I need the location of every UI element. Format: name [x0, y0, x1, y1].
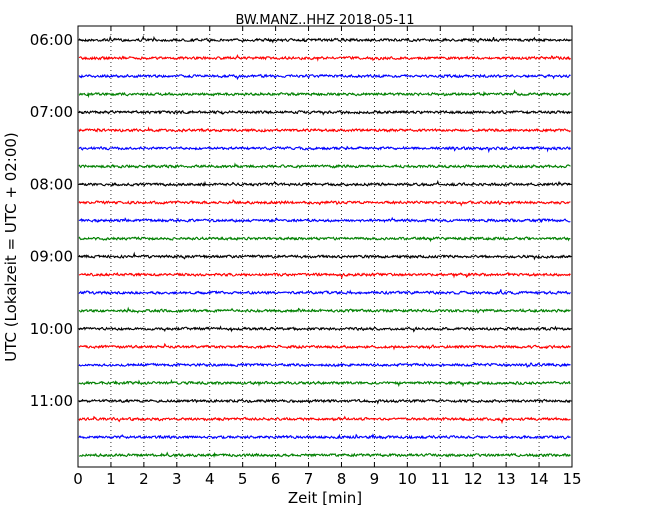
- seismic-trace: [78, 306, 571, 314]
- seismic-trace: [78, 398, 571, 405]
- seismic-trace: [78, 89, 571, 99]
- y-tick-label: 06:00: [30, 31, 73, 49]
- x-tick-label: 15: [562, 470, 581, 488]
- seismic-trace: [78, 415, 571, 425]
- seismic-trace: [78, 251, 571, 261]
- seismic-trace: [78, 378, 571, 388]
- x-tick-label: 3: [172, 470, 182, 488]
- seismic-trace: [78, 73, 571, 81]
- y-axis: 06:00 07:00 08:00 09:00 10:00 11:00: [30, 31, 572, 410]
- seismic-trace: [78, 145, 571, 154]
- x-tick-label: 14: [530, 470, 549, 488]
- x-tick-label: 0: [73, 470, 83, 488]
- seismic-traces: [78, 35, 571, 459]
- x-tick-label: 2: [139, 470, 149, 488]
- seismic-trace: [78, 126, 571, 133]
- seismic-trace: [78, 342, 571, 351]
- seismic-trace: [78, 109, 571, 116]
- y-tick-label: 11:00: [30, 392, 73, 410]
- x-tick-label: 4: [205, 470, 215, 488]
- x-tick-label: 13: [497, 470, 516, 488]
- chart-title: BW.MANZ..HHZ 2018-05-11: [235, 13, 414, 28]
- x-tick-label: 6: [271, 470, 281, 488]
- x-tick-label: 9: [370, 470, 380, 488]
- y-tick-label: 08:00: [30, 175, 73, 193]
- seismic-trace: [78, 198, 571, 207]
- x-tick-label: 5: [238, 470, 248, 488]
- x-tick-label: 7: [304, 470, 314, 488]
- seismic-trace: [78, 179, 571, 187]
- seismic-trace: [78, 162, 571, 170]
- seismic-trace: [78, 289, 571, 296]
- x-tick-label: 12: [464, 470, 483, 488]
- x-tick-label: 11: [431, 470, 450, 488]
- seismic-trace: [78, 325, 571, 333]
- seismic-trace: [78, 362, 571, 368]
- seismic-trace: [78, 236, 571, 243]
- grid-lines: [110, 26, 540, 467]
- seismic-trace: [78, 271, 571, 280]
- seismic-trace: [78, 216, 571, 224]
- x-tick-label: 1: [106, 470, 116, 488]
- x-tick-label: 10: [398, 470, 417, 488]
- y-tick-label: 09:00: [30, 248, 73, 266]
- y-tick-label: 07:00: [30, 103, 73, 121]
- y-tick-label: 10:00: [30, 320, 73, 338]
- x-axis-label: Zeit [min]: [288, 489, 362, 507]
- plot-frame: [77, 25, 573, 468]
- x-tick-label: 8: [337, 470, 347, 488]
- seismic-trace: [78, 53, 571, 62]
- seismic-trace: [78, 433, 571, 440]
- x-axis: 0 1 2 3 4 5 6 7 8 9 10 11 12 13 14 15: [73, 26, 582, 488]
- seismic-trace: [78, 35, 571, 44]
- y-axis-label: UTC (Lokalzeit = UTC + 02:00): [2, 132, 20, 362]
- seismic-trace: [78, 451, 571, 459]
